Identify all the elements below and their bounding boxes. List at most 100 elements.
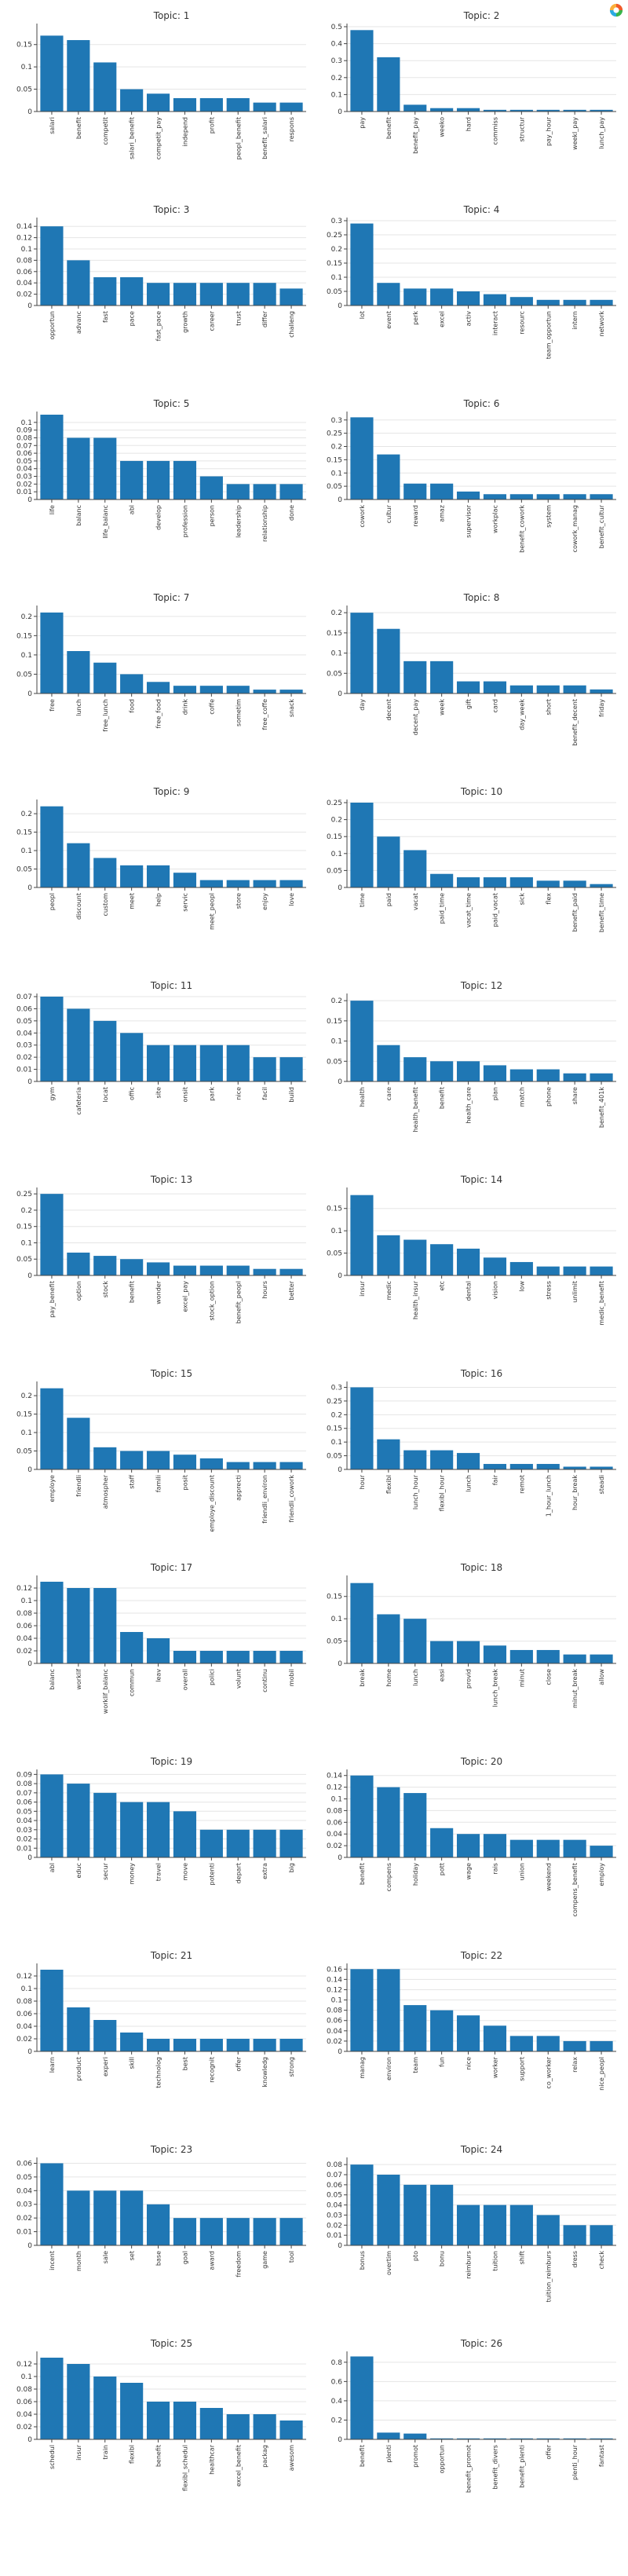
bar-benefit-cultur[interactable] xyxy=(590,494,613,499)
bar-balanc[interactable] xyxy=(67,437,90,499)
bar-benefit-salari[interactable] xyxy=(253,102,276,112)
bar-flexibl-schedul[interactable] xyxy=(173,2402,197,2439)
bar-fair[interactable] xyxy=(483,1464,507,1469)
bar-train[interactable] xyxy=(93,2377,117,2439)
bar-pto[interactable] xyxy=(403,2184,427,2245)
bar-intern[interactable] xyxy=(563,299,586,306)
bar-salari[interactable] xyxy=(40,35,64,112)
bar-resourc[interactable] xyxy=(509,297,533,306)
bar-minut[interactable] xyxy=(509,1649,533,1663)
bar-commun[interactable] xyxy=(120,1632,144,1663)
bar-locat[interactable] xyxy=(93,1020,117,1081)
bar-apprecti[interactable] xyxy=(226,1462,250,1469)
bar-bonus[interactable] xyxy=(350,2164,374,2245)
bar-snack[interactable] xyxy=(279,690,303,693)
bar-continu[interactable] xyxy=(253,1651,276,1663)
bar-fast[interactable] xyxy=(93,277,117,306)
bar-nice[interactable] xyxy=(456,2015,480,2051)
bar-free[interactable] xyxy=(40,612,64,693)
bar-famili[interactable] xyxy=(146,1451,170,1469)
bar-1-hour-lunch[interactable] xyxy=(536,1464,560,1469)
bar-awesom[interactable] xyxy=(279,2420,303,2439)
bar-lot[interactable] xyxy=(350,223,374,306)
bar-steadi[interactable] xyxy=(590,1466,613,1469)
bar-flexibl[interactable] xyxy=(120,2383,144,2439)
bar-build[interactable] xyxy=(279,1057,303,1081)
bar-lunch[interactable] xyxy=(456,1453,480,1469)
bar-tuition-reimburs[interactable] xyxy=(536,2215,560,2245)
bar-depart[interactable] xyxy=(226,1829,250,1857)
bar-friendli-environ[interactable] xyxy=(253,1462,276,1469)
bar-reimburs[interactable] xyxy=(456,2205,480,2245)
bar-opportun[interactable] xyxy=(40,226,64,306)
bar-vision[interactable] xyxy=(483,1257,507,1275)
bar-allow[interactable] xyxy=(590,1654,613,1663)
bar-compens-benefit[interactable] xyxy=(563,1839,586,1857)
bar-facil[interactable] xyxy=(253,1057,276,1081)
bar-weeko[interactable] xyxy=(430,108,454,112)
bar-nice[interactable] xyxy=(226,1045,250,1081)
bar-atmospher[interactable] xyxy=(93,1447,117,1469)
bar-extra[interactable] xyxy=(253,1829,276,1857)
bar-flexibl[interactable] xyxy=(377,1439,400,1469)
bar-staff[interactable] xyxy=(120,1451,144,1469)
bar-insur[interactable] xyxy=(350,1195,374,1275)
bar-health-care[interactable] xyxy=(456,1061,480,1081)
bar-offic[interactable] xyxy=(120,1033,144,1081)
bar-mobil[interactable] xyxy=(279,1651,303,1663)
bar-reward[interactable] xyxy=(403,483,427,499)
bar-best[interactable] xyxy=(173,2039,197,2051)
bar-freedom[interactable] xyxy=(226,2218,250,2245)
bar-option[interactable] xyxy=(67,1252,90,1275)
bar-dress[interactable] xyxy=(563,2225,586,2245)
bar-overall[interactable] xyxy=(173,1651,197,1663)
bar-friday[interactable] xyxy=(590,689,613,693)
bar-move[interactable] xyxy=(173,1811,197,1857)
bar-phone[interactable] xyxy=(536,1069,560,1081)
bar-benefit[interactable] xyxy=(120,1259,144,1275)
bar-rais[interactable] xyxy=(483,1834,507,1857)
bar-challeng[interactable] xyxy=(279,288,303,306)
bar-medic[interactable] xyxy=(377,1235,400,1275)
bar-technolog[interactable] xyxy=(146,2039,170,2051)
bar-unlimit[interactable] xyxy=(563,1266,586,1275)
bar-posit[interactable] xyxy=(173,1454,197,1469)
bar-lunch[interactable] xyxy=(67,651,90,693)
bar-meet-peopl[interactable] xyxy=(199,880,223,887)
bar-holiday[interactable] xyxy=(403,1793,427,1857)
bar-pay[interactable] xyxy=(350,30,374,112)
bar-environ[interactable] xyxy=(377,1969,400,2051)
bar-benefit-time[interactable] xyxy=(590,884,613,887)
bar-shift[interactable] xyxy=(509,2205,533,2245)
bar-short[interactable] xyxy=(536,685,560,693)
bar-paid-vacat[interactable] xyxy=(483,877,507,887)
bar-benefit[interactable] xyxy=(350,2356,374,2439)
bar-provid[interactable] xyxy=(456,1641,480,1663)
bar-set[interactable] xyxy=(120,2190,144,2245)
bar-break[interactable] xyxy=(350,1583,374,1663)
bar-competit[interactable] xyxy=(93,62,117,112)
bar-discount[interactable] xyxy=(67,843,90,887)
bar-enjoy[interactable] xyxy=(253,880,276,887)
bar-park[interactable] xyxy=(199,1045,223,1081)
bar-benefit[interactable] xyxy=(67,40,90,112)
bar-differ[interactable] xyxy=(253,283,276,306)
bar-insur[interactable] xyxy=(67,2364,90,2439)
bar-manag[interactable] xyxy=(350,1969,374,2051)
bar-wonder[interactable] xyxy=(146,1262,170,1275)
bar-decent-pay[interactable] xyxy=(403,660,427,693)
bar-day-week[interactable] xyxy=(509,685,533,693)
bar-fun[interactable] xyxy=(430,2010,454,2051)
bar-award[interactable] xyxy=(199,2218,223,2245)
bar-benefit[interactable] xyxy=(350,1775,374,1857)
bar-medic-benefit[interactable] xyxy=(590,1266,613,1275)
bar-compens[interactable] xyxy=(377,1787,400,1857)
bar-benefit-401k[interactable] xyxy=(590,1073,613,1081)
bar-etc[interactable] xyxy=(430,1244,454,1275)
bar-food[interactable] xyxy=(120,674,144,693)
bar-workplac[interactable] xyxy=(483,494,507,499)
bar-friendli-cowork[interactable] xyxy=(279,1462,303,1469)
bar-site[interactable] xyxy=(146,1045,170,1081)
bar-benefit-pay[interactable] xyxy=(403,104,427,112)
bar-recognit[interactable] xyxy=(199,2039,223,2051)
